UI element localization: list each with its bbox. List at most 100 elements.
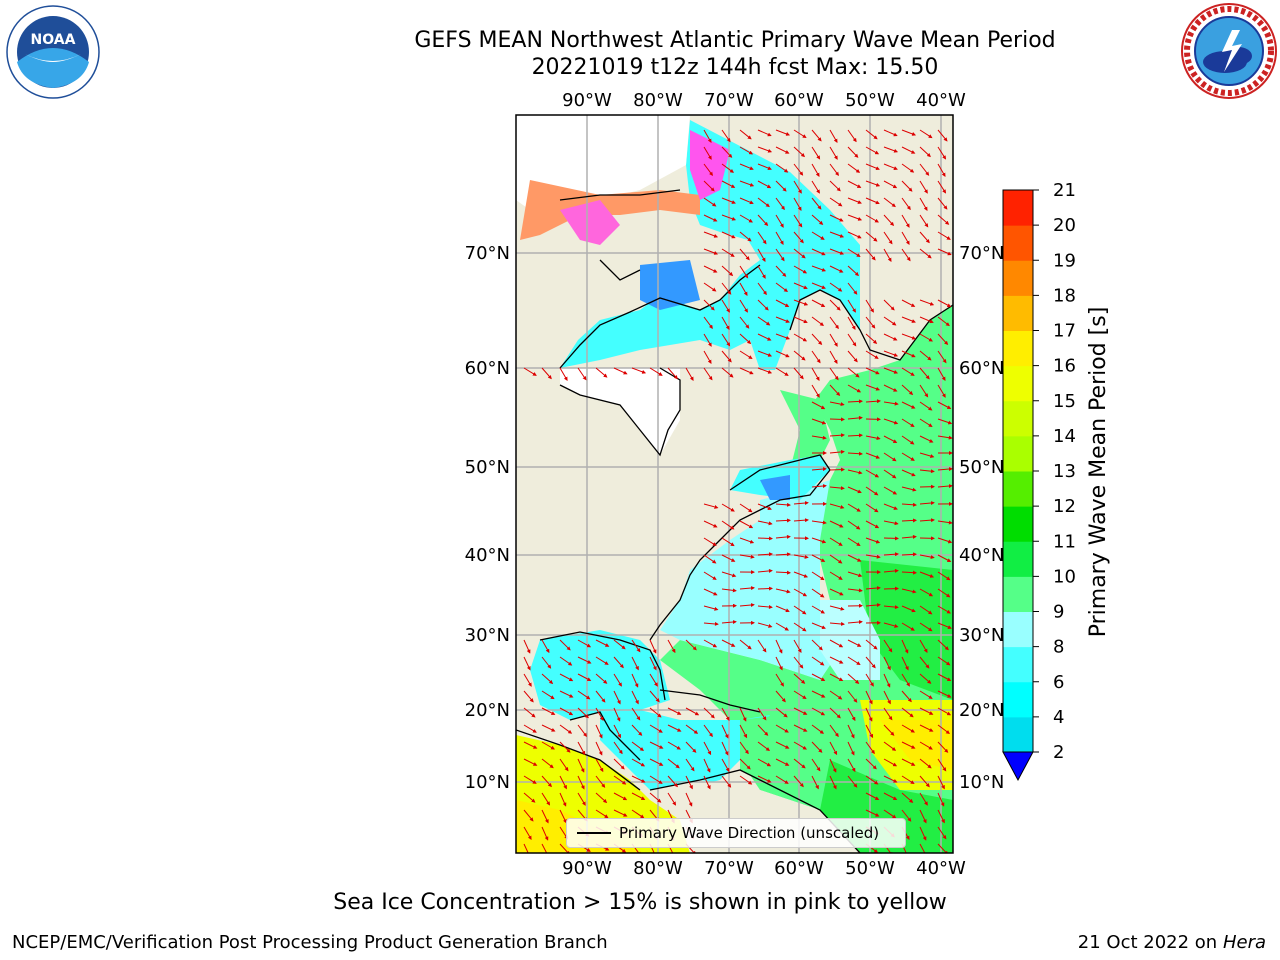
- lon-label: 70°W: [704, 90, 754, 111]
- wave-arrow: [613, 758, 625, 770]
- wave-arrow: [793, 656, 804, 669]
- colorbar-swatch: [1003, 471, 1033, 507]
- wave-arrow: [739, 758, 751, 770]
- wave-arrow: [811, 401, 826, 410]
- wave-arrow: [811, 282, 826, 289]
- wave-arrow: [667, 758, 680, 769]
- lat-label: 20°N: [465, 700, 510, 721]
- wave-arrow: [829, 180, 841, 192]
- wave-arrow: [775, 502, 791, 507]
- lon-label: 90°W: [562, 858, 612, 879]
- wave-arrow: [793, 265, 808, 274]
- wave-arrow: [523, 758, 538, 766]
- wave-arrow: [865, 586, 881, 591]
- wave-arrow: [667, 639, 676, 654]
- wave-arrow: [883, 775, 898, 783]
- wave-arrow: [937, 690, 952, 698]
- wave-arrow: [937, 146, 947, 160]
- wave-arrow: [919, 180, 928, 194]
- wave-arrow: [793, 180, 802, 194]
- wave-arrow: [901, 673, 910, 687]
- wave-arrow: [847, 231, 862, 239]
- wave-arrow: [523, 707, 536, 718]
- colorbar-tick-label: 17: [1053, 321, 1076, 342]
- wave-arrow: [919, 656, 930, 669]
- wave-arrow: [901, 214, 910, 228]
- wave-arrow: [937, 367, 946, 381]
- wave-arrow: [649, 741, 664, 749]
- wave-arrow: [919, 452, 935, 458]
- wave-arrow: [775, 775, 789, 784]
- wave-arrow: [739, 316, 750, 329]
- wave-arrow: [937, 724, 951, 735]
- wave-arrow: [667, 367, 678, 380]
- colorbar-tick-label: 18: [1053, 285, 1076, 306]
- wave-arrow: [793, 571, 809, 578]
- wave-arrow: [919, 163, 930, 176]
- wave-arrow: [901, 180, 913, 192]
- wave-arrow: [829, 775, 837, 790]
- wave-arrow: [613, 656, 624, 669]
- wave-arrow: [523, 843, 529, 853]
- wave-arrow: [829, 520, 844, 528]
- lon-label: 40°W: [916, 858, 966, 879]
- colorbar-tick-label: 15: [1053, 391, 1076, 412]
- wave-arrow: [883, 690, 891, 705]
- wave-arrow: [937, 129, 948, 142]
- wave-arrow: [703, 367, 713, 381]
- wave-arrow: [829, 316, 839, 330]
- wave-arrow: [793, 367, 804, 380]
- wave-arrow: [829, 503, 845, 509]
- wave-arrow: [811, 418, 827, 425]
- wave-arrow: [919, 588, 934, 597]
- wave-arrow: [847, 367, 860, 378]
- wave-arrow: [649, 673, 658, 687]
- wave-arrow: [775, 639, 783, 654]
- lon-label: 50°W: [845, 858, 895, 879]
- wave-arrow: [829, 707, 841, 719]
- wave-arrow: [865, 435, 881, 441]
- wave-arrow: [559, 724, 573, 734]
- wave-arrow: [811, 707, 826, 716]
- wave-arrow: [541, 656, 552, 669]
- wave-arrow: [901, 809, 912, 822]
- wave-arrow: [793, 146, 806, 158]
- lat-label: 20°N: [959, 700, 1004, 721]
- wave-arrow: [811, 605, 825, 614]
- wave-arrow: [613, 639, 626, 650]
- wave-arrow: [937, 809, 945, 824]
- wave-arrow: [865, 214, 879, 223]
- wave-arrow: [865, 248, 876, 261]
- wave-arrow: [595, 707, 604, 721]
- wave-arrow: [757, 568, 773, 573]
- wave-arrow: [847, 639, 862, 647]
- wave-arrow: [721, 163, 735, 173]
- wave-arrow: [865, 452, 881, 459]
- wave-arrow: [901, 502, 917, 507]
- wave-arrow: [685, 775, 693, 790]
- wave-arrow: [793, 248, 806, 259]
- wave-arrow: [559, 639, 571, 651]
- wave-arrow: [847, 690, 858, 703]
- colorbar-tick-label: 21: [1053, 180, 1076, 201]
- wave-arrow: [739, 299, 748, 313]
- wave-arrow: [811, 146, 821, 160]
- colorbar-swatch: [1003, 576, 1033, 612]
- wave-arrow: [919, 707, 934, 715]
- wave-arrow: [919, 554, 935, 560]
- wave-arrow: [865, 809, 880, 817]
- wave-arrow: [847, 146, 859, 158]
- wave-arrow: [865, 758, 877, 770]
- lat-label: 40°N: [959, 545, 1004, 566]
- wave-arrow: [721, 619, 737, 624]
- colorbar-swatch: [1003, 225, 1033, 261]
- wave-arrow: [829, 467, 845, 472]
- wave-arrow: [901, 146, 916, 154]
- wave-arrow: [865, 367, 880, 375]
- wave-arrow: [631, 690, 639, 705]
- wave-arrow: [811, 724, 825, 734]
- wave-arrow: [829, 554, 843, 564]
- noaa-logo-icon: NOAA: [6, 5, 100, 99]
- wave-arrow: [865, 724, 874, 739]
- wave-arrow: [667, 707, 682, 715]
